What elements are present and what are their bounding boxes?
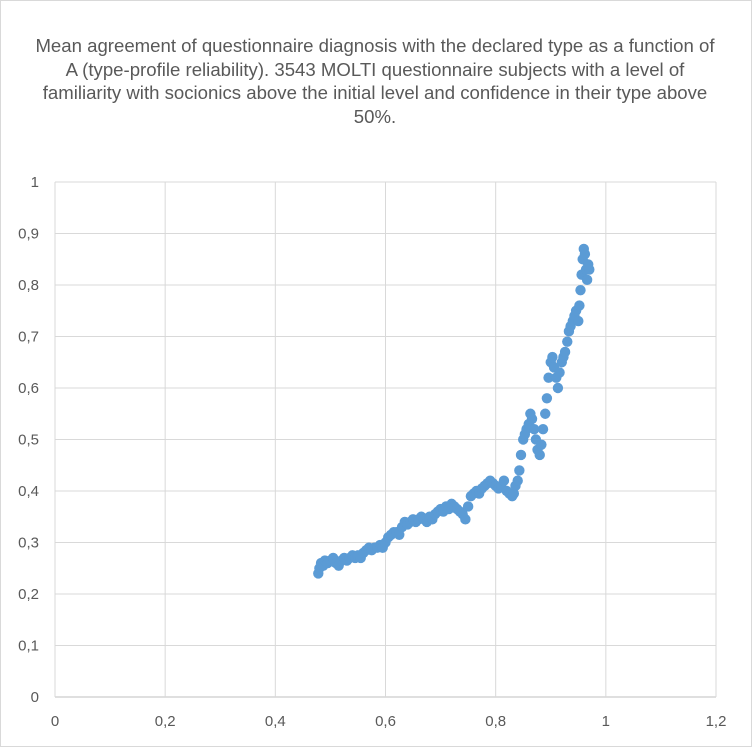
y-tick-label: 0,5: [18, 432, 39, 449]
data-point: [460, 514, 471, 525]
x-tick-label: 0,8: [485, 713, 506, 730]
data-point: [559, 346, 571, 358]
data-point: [462, 501, 474, 512]
x-tick-label: 0: [51, 713, 59, 730]
chart-title: Mean agreement of questionnaire diagnosi…: [35, 35, 715, 127]
y-tick-label: 0,3: [18, 535, 39, 552]
y-axis: 0 0,1 0,2 0,3 0,4 0,5 0,6 0,7 0,8 0,9 1: [18, 174, 39, 706]
data-points: [313, 243, 595, 579]
y-tick-label: 0,9: [18, 226, 39, 243]
data-point: [498, 475, 510, 486]
data-point: [552, 382, 564, 394]
y-tick-label: 0,1: [18, 638, 39, 655]
data-point: [526, 413, 538, 425]
x-tick-label: 1,2: [706, 713, 727, 730]
x-tick-label: 1: [602, 713, 610, 730]
y-tick-label: 0,4: [18, 483, 39, 500]
data-point: [581, 274, 593, 286]
data-point: [540, 408, 551, 419]
data-point: [514, 465, 525, 476]
data-point: [515, 449, 527, 461]
y-tick-label: 0,8: [18, 277, 39, 294]
data-point: [547, 351, 558, 363]
data-point: [534, 449, 545, 461]
data-point: [579, 248, 591, 260]
y-tick-label: 0,6: [18, 380, 39, 397]
data-point: [529, 424, 540, 435]
data-point: [536, 439, 547, 450]
data-point: [508, 488, 520, 499]
data-point: [575, 284, 586, 296]
data-point: [537, 424, 549, 435]
x-axis: 0 0,2 0,4 0,6 0,8 1 1,2: [51, 713, 727, 730]
x-tick-label: 0,2: [155, 713, 176, 730]
data-point: [574, 300, 585, 311]
data-point: [573, 315, 584, 327]
data-point: [554, 367, 565, 378]
data-point: [543, 372, 554, 383]
data-point: [541, 393, 553, 404]
y-tick-label: 1: [31, 174, 39, 191]
data-point: [512, 475, 523, 486]
y-tick-label: 0,7: [18, 329, 39, 346]
x-tick-label: 0,4: [265, 713, 286, 730]
x-tick-label: 0,6: [375, 713, 396, 730]
y-tick-label: 0: [31, 689, 39, 706]
grid-lines: [54, 181, 717, 698]
y-tick-label: 0,2: [18, 586, 39, 603]
data-point: [584, 264, 595, 275]
data-point: [562, 336, 573, 347]
